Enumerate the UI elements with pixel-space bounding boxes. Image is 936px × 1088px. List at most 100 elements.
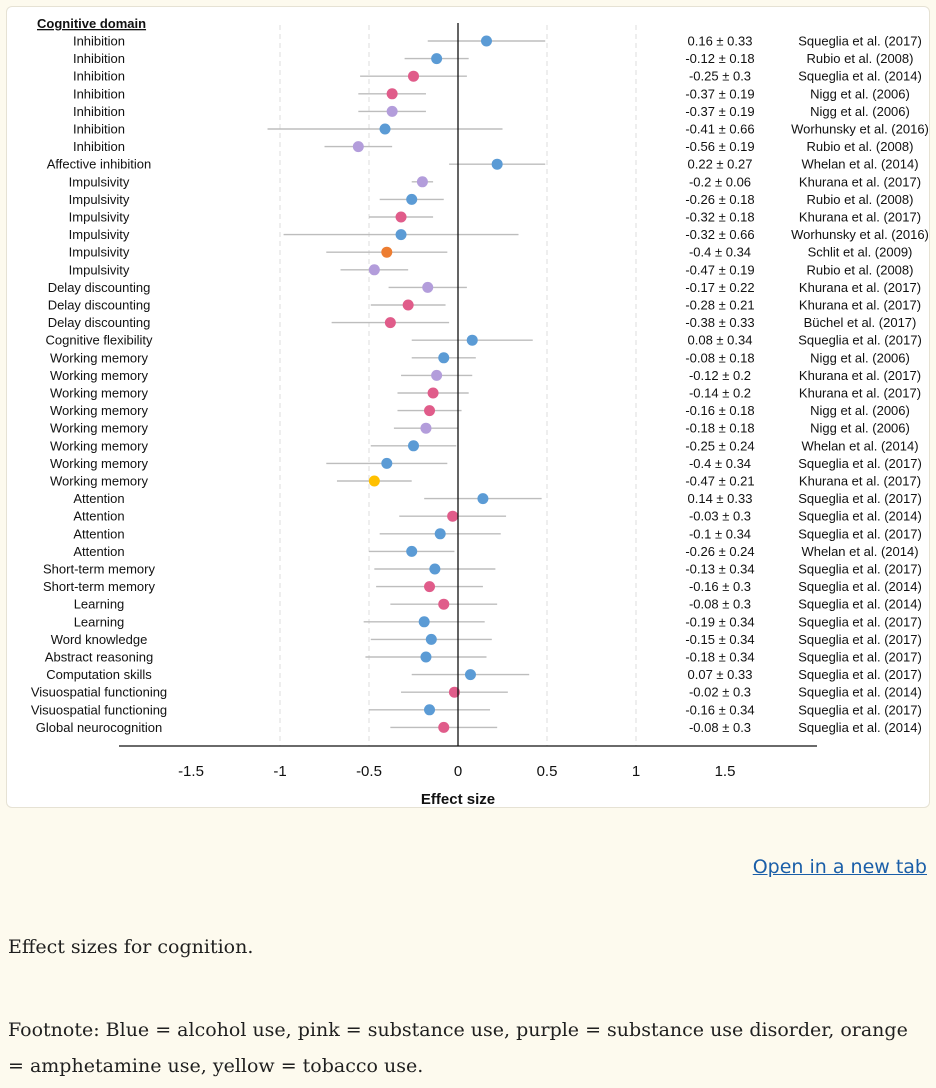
forest-row: Inhibition -0.37 ± 0.19 Nigg et al. (2006) (73, 86, 910, 101)
row-effect-label: -0.1 ± 0.34 (689, 526, 751, 541)
row-study-label: Nigg et al. (2006) (810, 403, 910, 418)
forest-row: Working memory -0.14 ± 0.2 Khurana et al. … (50, 386, 921, 401)
gridlines (279, 25, 637, 746)
row-domain-label: Attention (73, 491, 124, 506)
row-study-label: Schlit et al. (2009) (808, 245, 913, 260)
effect-point (438, 721, 450, 733)
row-study-label: Squeglia et al. (2017) (798, 333, 922, 348)
forest-row: Impulsivity -0.47 ± 0.19 Rubio et al. (200… (69, 262, 914, 277)
forest-row: Working memory -0.47 ± 0.21 Khurana et al.… (50, 474, 921, 489)
row-study-label: Squeglia et al. (2014) (798, 685, 922, 700)
row-study-label: Whelan et al. (2014) (801, 544, 918, 559)
forest-row: Working memory -0.08 ± 0.18 Nigg et al. (2… (50, 350, 910, 365)
row-study-label: Nigg et al. (2006) (810, 86, 910, 101)
forest-row: Short-term memory -0.16 ± 0.3 Squeglia et … (43, 579, 922, 594)
row-domain-label: Attention (73, 526, 124, 541)
row-effect-label: -0.12 ± 0.2 (689, 368, 751, 383)
row-study-label: Whelan et al. (2014) (801, 438, 918, 453)
forest-row: Affective inhibition 0.22 ± 0.27 Whelan et… (47, 157, 919, 172)
row-domain-label: Working memory (50, 421, 149, 436)
effect-point (424, 581, 436, 593)
row-domain-label: Impulsivity (69, 174, 130, 189)
effect-point (384, 317, 396, 329)
forest-row: Inhibition -0.25 ± 0.3 Squeglia et al. (20… (73, 69, 922, 84)
row-study-label: Rubio et al. (2008) (807, 262, 914, 277)
row-domain-label: Global neurocognition (36, 720, 162, 735)
row-effect-label: -0.13 ± 0.34 (685, 562, 754, 577)
forest-row: Inhibition -0.56 ± 0.19 Rubio et al. (2008… (73, 139, 914, 154)
row-domain-label: Working memory (50, 456, 149, 471)
effect-point (420, 651, 432, 663)
forest-row: Computation skills 0.07 ± 0.33 Squeglia et… (46, 667, 922, 682)
row-effect-label: 0.16 ± 0.33 (688, 34, 753, 49)
row-domain-label: Impulsivity (69, 210, 130, 225)
row-effect-label: -0.26 ± 0.24 (685, 544, 754, 559)
row-effect-label: -0.47 ± 0.21 (685, 474, 754, 489)
row-domain-label: Impulsivity (69, 245, 130, 260)
row-domain-label: Visuospatial functioning (31, 702, 167, 717)
row-study-label: Khurana et al. (2017) (799, 368, 921, 383)
open-in-new-tab-link[interactable]: Open in a new tab (752, 856, 927, 878)
row-effect-label: -0.38 ± 0.33 (685, 315, 754, 330)
forest-row: Visuospatial functioning -0.16 ± 0.34 Sque… (31, 702, 922, 717)
row-domain-label: Working memory (50, 403, 149, 418)
row-study-label: Büchel et al. (2017) (804, 315, 917, 330)
effect-point (406, 193, 418, 205)
row-effect-label: -0.32 ± 0.66 (685, 227, 754, 242)
forest-row: Working memory -0.12 ± 0.2 Khurana et al. … (50, 368, 921, 383)
forest-row: Global neurocognition -0.08 ± 0.3 Squeglia… (36, 720, 922, 735)
row-effect-label: -0.41 ± 0.66 (685, 122, 754, 137)
row-domain-label: Working memory (50, 438, 149, 453)
row-study-label: Squeglia et al. (2017) (798, 491, 922, 506)
effect-point (386, 105, 398, 117)
row-study-label: Worhunsky et al. (2016) (791, 122, 929, 137)
row-domain-label: Learning (74, 597, 125, 612)
row-domain-label: Delay discounting (48, 280, 151, 295)
forest-row: Attention -0.26 ± 0.24 Whelan et al. (2014… (73, 544, 918, 559)
row-effect-label: -0.2 ± 0.06 (689, 174, 751, 189)
effect-point (477, 493, 489, 505)
effect-point (466, 334, 478, 346)
row-effect-label: -0.19 ± 0.34 (685, 614, 754, 629)
effect-point (418, 616, 430, 628)
row-effect-label: -0.16 ± 0.18 (685, 403, 754, 418)
effect-point (386, 88, 398, 100)
row-domain-label: Attention (73, 544, 124, 559)
row-study-label: Squeglia et al. (2014) (798, 597, 922, 612)
effect-point (429, 563, 441, 575)
forest-row: Inhibition -0.12 ± 0.18 Rubio et al. (2008… (73, 51, 914, 66)
row-study-label: Rubio et al. (2008) (807, 139, 914, 154)
forest-row: Impulsivity -0.4 ± 0.34 Schlit et al. (200… (69, 245, 913, 260)
x-tick-label: 1.5 (715, 763, 736, 780)
figure-caption: Effect sizes for cognition. (8, 936, 254, 958)
forest-row: Inhibition -0.37 ± 0.19 Nigg et al. (2006) (73, 104, 910, 119)
row-domain-label: Working memory (50, 386, 149, 401)
row-effect-label: -0.25 ± 0.24 (685, 438, 754, 453)
row-domain-label: Learning (74, 614, 125, 629)
row-domain-label: Visuospatial functioning (31, 685, 167, 700)
forest-row: Impulsivity -0.26 ± 0.18 Rubio et al. (200… (69, 192, 914, 207)
row-study-label: Nigg et al. (2006) (810, 350, 910, 365)
forest-row: Attention -0.03 ± 0.3 Squeglia et al. (201… (73, 509, 921, 524)
effect-point (438, 352, 450, 364)
row-effect-label: -0.37 ± 0.19 (685, 86, 754, 101)
forest-row: Impulsivity -0.32 ± 0.66 Worhunsky et al. … (69, 227, 929, 242)
row-domain-label: Inhibition (73, 69, 125, 84)
x-tick-label: 1 (632, 763, 640, 780)
forest-row: Impulsivity -0.2 ± 0.06 Khurana et al. (20… (69, 174, 921, 189)
row-study-label: Rubio et al. (2008) (807, 51, 914, 66)
x-tick-label: -1.5 (178, 763, 204, 780)
row-effect-label: -0.08 ± 0.18 (685, 350, 754, 365)
forest-row: Delay discounting -0.38 ± 0.33 Büchel et a… (48, 315, 917, 330)
row-study-label: Khurana et al. (2017) (799, 298, 921, 313)
row-effect-label: 0.08 ± 0.34 (688, 333, 753, 348)
row-study-label: Squeglia et al. (2017) (798, 632, 922, 647)
forest-row: Learning -0.19 ± 0.34 Squeglia et al. (201… (74, 614, 922, 629)
row-effect-label: -0.4 ± 0.34 (689, 456, 751, 471)
x-tick-label: 0 (454, 763, 462, 780)
row-effect-label: -0.26 ± 0.18 (685, 192, 754, 207)
row-study-label: Squeglia et al. (2014) (798, 509, 922, 524)
row-domain-label: Inhibition (73, 34, 125, 49)
row-study-label: Worhunsky et al. (2016) (791, 227, 929, 242)
row-effect-label: -0.14 ± 0.2 (689, 386, 751, 401)
